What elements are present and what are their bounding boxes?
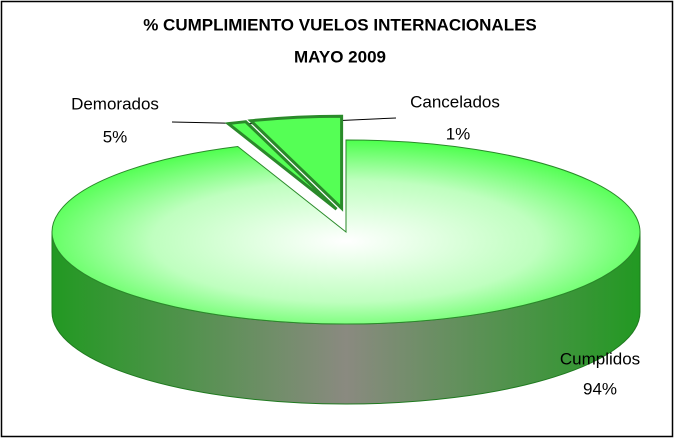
slice-value-label: 94% <box>583 379 617 398</box>
slice-label: Cancelados <box>410 92 500 111</box>
slice-value-label: 5% <box>103 127 128 146</box>
slice-label: Cumplidos <box>560 349 640 368</box>
slice <box>51 139 641 325</box>
chart-title: % CUMPLIMIENTO VUELOS INTERNACIONALES <box>143 15 537 34</box>
slice <box>247 114 344 212</box>
slice-label: Demorados <box>71 94 159 113</box>
slice <box>224 120 338 211</box>
slice-value-label: 1% <box>446 124 471 143</box>
chart-subtitle: MAYO 2009 <box>294 47 386 66</box>
